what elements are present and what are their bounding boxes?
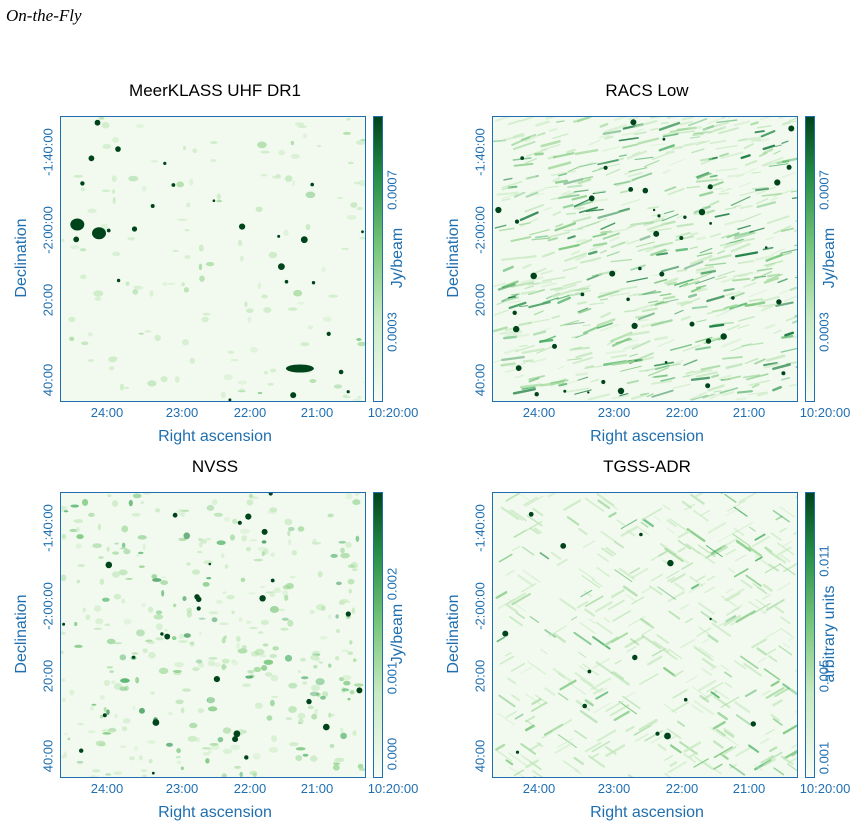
x-tick-label: 21:00	[300, 781, 334, 796]
x-tick-label: 10:20:00	[799, 405, 851, 420]
panel-nvss: NVSS -1:40:00 -2:00:00 20:00 40:00 24:00…	[13, 457, 419, 821]
panel-title: TGSS-ADR	[603, 457, 691, 476]
panel-title: NVSS	[191, 457, 239, 476]
x-axis-label: Right ascension	[158, 804, 272, 821]
x-tick-label: 24:00	[522, 405, 556, 420]
x-tick-label: 24:00	[90, 405, 124, 420]
panel-meerklass: MeerKLASS UHF DR1 -1:40:00 -2:00:00 20:0…	[13, 81, 419, 445]
radio-source	[70, 218, 85, 231]
colorbar	[805, 492, 815, 778]
x-tick-label: 22:00	[233, 781, 267, 796]
figure-heading: On-the-Fly	[6, 6, 82, 25]
radio-source	[285, 364, 314, 373]
map-image	[492, 116, 798, 402]
x-tick-label: 22:00	[233, 405, 267, 420]
map-svg	[493, 117, 797, 401]
x-tick-label: 21:00	[300, 405, 334, 420]
x-tick-label: 21:00	[732, 405, 766, 420]
x-tick-label: 23:00	[165, 405, 199, 420]
x-tick-label: 23:00	[597, 405, 631, 420]
map-image	[492, 492, 798, 778]
colorbar	[373, 492, 383, 778]
colorbar	[373, 116, 383, 402]
x-tick-label: 22:00	[665, 781, 699, 796]
x-tick-label: 22:00	[665, 405, 699, 420]
x-tick-label: 24:00	[90, 781, 124, 796]
map-image	[60, 492, 366, 778]
x-tick-label: 23:00	[597, 781, 631, 796]
panel-title: MeerKLASS UHF DR1	[129, 81, 301, 100]
map-svg	[61, 117, 365, 401]
panel-tgss-adr: TGSS-ADR -1:40:00 -2:00:00 20:00 40:00 2…	[445, 457, 851, 821]
x-tick-label: 10:20:00	[367, 405, 419, 420]
map-svg	[61, 493, 365, 777]
panel-racs-low: RACS Low -1:40:00 -2:00:00 20:00 40:00 2…	[445, 81, 851, 445]
x-tick-label: 10:20:00	[799, 781, 851, 796]
map-svg	[493, 493, 797, 777]
radio-source	[92, 227, 106, 240]
panel-title: RACS Low	[605, 81, 689, 100]
x-axis-label: Right ascension	[158, 428, 272, 445]
x-tick-label: 24:00	[522, 781, 556, 796]
x-tick-label: 21:00	[732, 781, 766, 796]
x-axis-label: Right ascension	[590, 804, 704, 821]
x-tick-label: 10:20:00	[367, 781, 419, 796]
colorbar	[805, 116, 815, 402]
x-tick-label: 23:00	[165, 781, 199, 796]
map-image	[60, 116, 366, 402]
x-axis-label: Right ascension	[590, 428, 704, 445]
